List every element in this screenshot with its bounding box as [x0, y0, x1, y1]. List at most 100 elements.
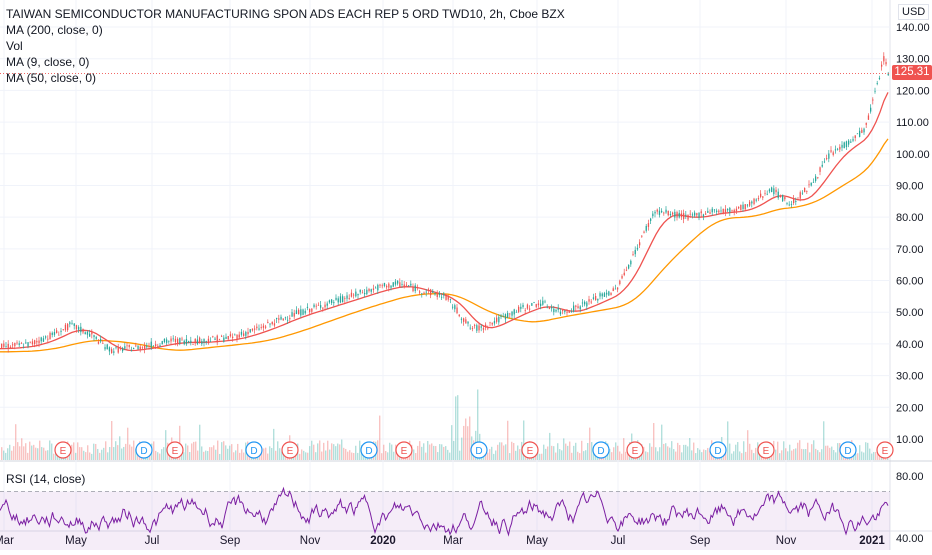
volume-bar [559, 449, 561, 460]
candle-body [64, 324, 67, 331]
volume-bar [25, 443, 27, 460]
candle-body [696, 213, 698, 216]
candle-body [441, 296, 443, 298]
time-tick-label: Sep [220, 535, 240, 547]
volume-bar [77, 442, 79, 460]
volume-bar [223, 441, 225, 460]
time-tick-label: May [65, 535, 87, 547]
candle-body [144, 345, 146, 350]
volume-bar [127, 427, 129, 460]
event-marker-label: E [60, 446, 67, 457]
volume-bar [303, 450, 305, 460]
indicator-ma200[interactable]: MA (200, close, 0) [6, 23, 103, 37]
volume-bar [99, 452, 101, 460]
volume-bar [49, 440, 51, 460]
candle-body [152, 345, 155, 347]
volume-bar [195, 441, 197, 460]
candle-body [485, 324, 487, 328]
symbol-title[interactable]: TAIWAN SEMICONDUCTOR MANUFACTURING SPON … [6, 7, 565, 21]
candle-body [1, 343, 3, 349]
candle-body [388, 283, 390, 288]
candle-body [425, 291, 427, 293]
volume-bar [189, 452, 191, 460]
candle-body [128, 345, 130, 347]
currency-label[interactable]: USD [898, 4, 930, 20]
volume-bar [199, 424, 201, 460]
volume-bar [113, 447, 115, 460]
candle-body [40, 337, 42, 342]
candle-body [38, 340, 40, 344]
candle-body [537, 303, 540, 306]
volume-bar [165, 430, 167, 460]
candle-body [375, 287, 377, 289]
volume-bar [343, 447, 345, 460]
candle-body [5, 345, 7, 347]
event-marker-label: E [401, 446, 408, 457]
volume-bar [417, 445, 419, 460]
candle-body [863, 128, 865, 133]
candle-body [291, 312, 293, 317]
volume-bar [221, 442, 223, 460]
candle-body [210, 341, 212, 343]
candle-body [359, 289, 361, 293]
volume-bar [669, 447, 671, 460]
candle-body [735, 208, 738, 211]
indicator-vol[interactable]: Vol [6, 39, 23, 53]
candle-body [183, 340, 185, 345]
candle-body [251, 328, 254, 331]
volume-bar [547, 446, 549, 460]
volume-bar [705, 450, 707, 460]
earnings-event-marker [757, 441, 775, 459]
volume-bar [821, 449, 823, 460]
volume-bar [743, 441, 745, 460]
candle-body [199, 337, 201, 343]
candle-body [513, 309, 515, 315]
candle-body [480, 326, 482, 328]
candle-body [680, 213, 683, 218]
volume-bar [593, 451, 595, 460]
candle-body [194, 338, 196, 344]
volume-bar [775, 449, 777, 460]
indicator-ma9[interactable]: MA (9, close, 0) [6, 55, 90, 69]
candle-body [405, 284, 408, 286]
volume-bar [745, 451, 747, 460]
volume-bar [309, 446, 311, 460]
volume-bar [205, 450, 207, 460]
volume-bar [349, 450, 351, 460]
candle-body [456, 307, 458, 314]
candle-body [315, 305, 317, 307]
candle-body [784, 197, 786, 200]
volume-bar [829, 447, 831, 460]
price-tick-label: 90.00 [896, 180, 924, 192]
time-tick-label: Jul [611, 535, 626, 547]
candle-body [298, 309, 300, 315]
volume-bar [671, 441, 673, 460]
candle-body [533, 302, 535, 303]
volume-bar [583, 451, 585, 460]
volume-bar [655, 447, 657, 460]
candle-body [738, 206, 740, 209]
volume-bar [425, 452, 427, 460]
candle-body [815, 176, 817, 181]
candle-body [883, 56, 885, 62]
volume-bar [53, 453, 55, 460]
volume-bar [683, 444, 685, 460]
candle-body [557, 307, 559, 310]
candle-body [881, 64, 883, 67]
candle-body [117, 346, 119, 353]
volume-bar [477, 389, 479, 460]
rsi-legend[interactable]: RSI (14, close) [6, 472, 86, 486]
volume-bar [615, 442, 617, 460]
dividend-event-marker [135, 441, 153, 459]
candle-body [766, 193, 768, 195]
volume-bar [747, 430, 749, 460]
volume-bar [553, 446, 555, 460]
indicator-ma50[interactable]: MA (50, close, 0) [6, 71, 97, 85]
candle-body [667, 211, 669, 216]
event-marker-label: E [287, 446, 294, 457]
candle-body [214, 338, 216, 340]
volume-bar [325, 450, 327, 460]
candle-body [878, 77, 881, 79]
